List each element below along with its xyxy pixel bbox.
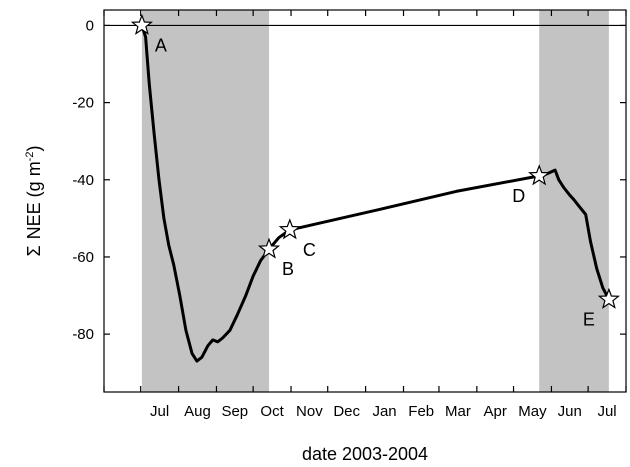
y-tick-label: -80	[72, 326, 94, 343]
y-tick-label: -60	[72, 249, 94, 266]
x-axis-ticks: Jul Aug Sep Oct Nov Dec Jan Feb Mar Apr May Jun Jul	[103, 10, 627, 420]
nee-series	[140, 23, 611, 363]
marker-star-C	[278, 218, 301, 240]
marker-label-C: C	[303, 240, 316, 260]
y-tick-label: 0	[86, 17, 94, 34]
y-axis-title-close: )	[24, 146, 44, 152]
series-line-1	[140, 23, 611, 363]
x-tick-label: May	[518, 403, 547, 420]
y-axis-title-superscript: -2	[24, 152, 36, 162]
marker-label-E: E	[583, 309, 595, 329]
y-axis-title-main: NEE (g m	[24, 161, 44, 239]
x-tick-label: Jun	[558, 403, 582, 420]
x-axis-title: date 2003-2004	[302, 444, 428, 464]
x-tick-label: Mar	[445, 403, 471, 420]
x-tick-label: Feb	[408, 403, 434, 420]
x-tick-label: Jul	[150, 403, 169, 420]
x-tick-label: Jul	[597, 403, 616, 420]
x-tick-label: Jan	[372, 403, 396, 420]
x-tick-label: Dec	[333, 403, 360, 420]
x-tick-label: Nov	[296, 403, 323, 420]
y-tick-label: -20	[72, 95, 94, 112]
marker-star-D	[528, 164, 551, 186]
x-tick-label: Aug	[184, 403, 211, 420]
y-axis-title-symbol: Σ	[24, 245, 44, 256]
marker-label-A: A	[155, 35, 167, 55]
x-tick-label: Oct	[260, 403, 284, 420]
y-tick-label: -40	[72, 172, 94, 189]
x-tick-label: Apr	[484, 403, 507, 420]
marker-label-B: B	[282, 259, 294, 279]
marker-star-B	[257, 237, 281, 259]
marker-star-E	[597, 287, 621, 309]
x-tick-label: Sep	[221, 403, 248, 420]
marker-star-A	[130, 13, 154, 35]
axes	[103, 9, 627, 393]
plot-frame	[103, 9, 627, 393]
markers: A BC D E	[130, 13, 621, 329]
y-axis-ticks: 0 -20 -40 -60 -80	[72, 17, 626, 343]
marker-label-D: D	[512, 186, 525, 206]
y-axis-title: Σ NEE (g m-2)	[24, 146, 44, 257]
shaded-periods	[141, 10, 609, 392]
